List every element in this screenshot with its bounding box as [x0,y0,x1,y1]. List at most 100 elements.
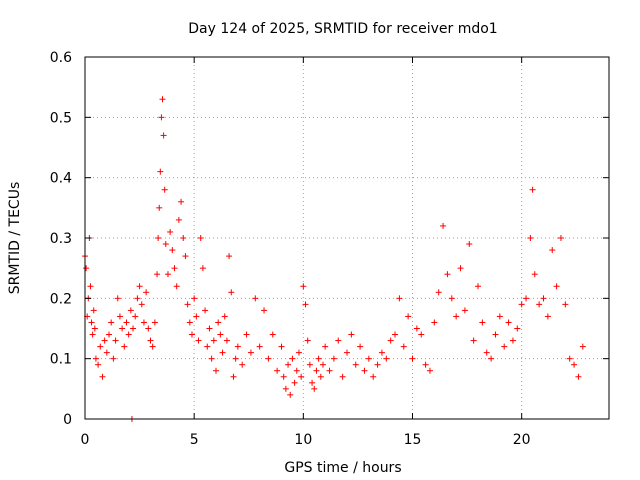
chart-title: Day 124 of 2025, SRMTID for receiver mdo… [188,21,497,37]
data-points [82,96,586,422]
data-point [116,313,123,320]
data-point [492,331,499,338]
data-point [151,319,158,326]
data-point [501,343,508,350]
data-point [529,186,536,193]
data-point [154,271,161,278]
y-tick-label: 0.5 [50,110,72,126]
data-point [138,301,145,308]
data-point [549,247,556,254]
data-point [453,313,460,320]
data-point [278,343,285,350]
data-point [287,391,294,398]
data-point [409,355,416,362]
data-point [488,355,495,362]
data-point [313,367,320,374]
data-point [496,313,503,320]
data-point [123,319,130,326]
data-point [544,313,551,320]
data-point [143,289,150,296]
data-point [167,228,174,235]
x-tick-label: 20 [513,432,531,448]
data-point [575,373,582,380]
data-point [527,235,534,241]
data-point [158,114,165,121]
grid [85,57,609,419]
data-point [195,337,202,344]
data-point [91,325,98,332]
data-point [518,301,525,308]
data-point [330,355,337,362]
data-point [291,379,298,386]
data-point [557,235,564,241]
data-point [208,355,215,362]
data-point [392,331,399,338]
data-point [298,373,305,380]
data-point [103,349,110,356]
data-point [125,331,132,338]
data-point [247,349,254,356]
data-point [243,331,250,338]
data-point [466,241,473,248]
x-tick-label: 10 [294,432,312,448]
data-point [175,216,182,223]
data-point [193,313,200,320]
data-point [191,295,198,302]
data-point [88,319,95,326]
data-point [540,295,547,302]
data-point [83,265,90,272]
data-point [326,367,333,374]
data-point [130,325,137,332]
data-point [383,355,390,362]
data-point [140,319,147,326]
data-point [405,313,412,320]
data-point [206,325,213,332]
data-point [479,319,486,326]
data-point [293,367,300,374]
data-point [475,283,481,290]
data-point [274,367,281,374]
data-point [221,313,228,320]
data-point [396,295,403,302]
data-point [162,241,169,248]
data-point [230,373,237,380]
data-point [435,289,442,296]
data-point [470,337,477,344]
y-tick-label: 0 [63,412,72,428]
data-point [114,295,121,302]
y-tick-label: 0.6 [50,50,72,66]
data-point [121,343,128,350]
data-point [188,331,195,338]
data-point [90,307,97,314]
y-axis-label: SRMTID / TECUs [7,182,23,295]
data-point [89,331,96,338]
data-point [422,361,429,368]
data-point [300,283,307,290]
data-point [210,337,217,344]
data-point [335,337,342,344]
data-point [169,247,176,254]
data-point [119,325,126,332]
data-point [252,295,259,302]
data-point [202,307,209,314]
data-point [132,313,139,320]
data-point [579,343,586,350]
data-point [531,271,538,278]
data-point [228,289,235,296]
data-point [127,307,134,314]
data-point [134,295,141,302]
y-tick-label: 0.2 [50,291,72,307]
data-point [536,301,543,308]
data-point [215,319,222,326]
data-point [199,265,206,272]
data-point [553,283,560,290]
x-axis-label: GPS time / hours [284,460,401,476]
x-tick-label: 15 [404,432,422,448]
data-point [302,301,309,308]
data-point [173,283,180,290]
data-point [339,373,346,380]
data-point [217,331,224,338]
data-point [418,331,425,338]
data-point [112,337,119,344]
data-point [261,307,268,314]
